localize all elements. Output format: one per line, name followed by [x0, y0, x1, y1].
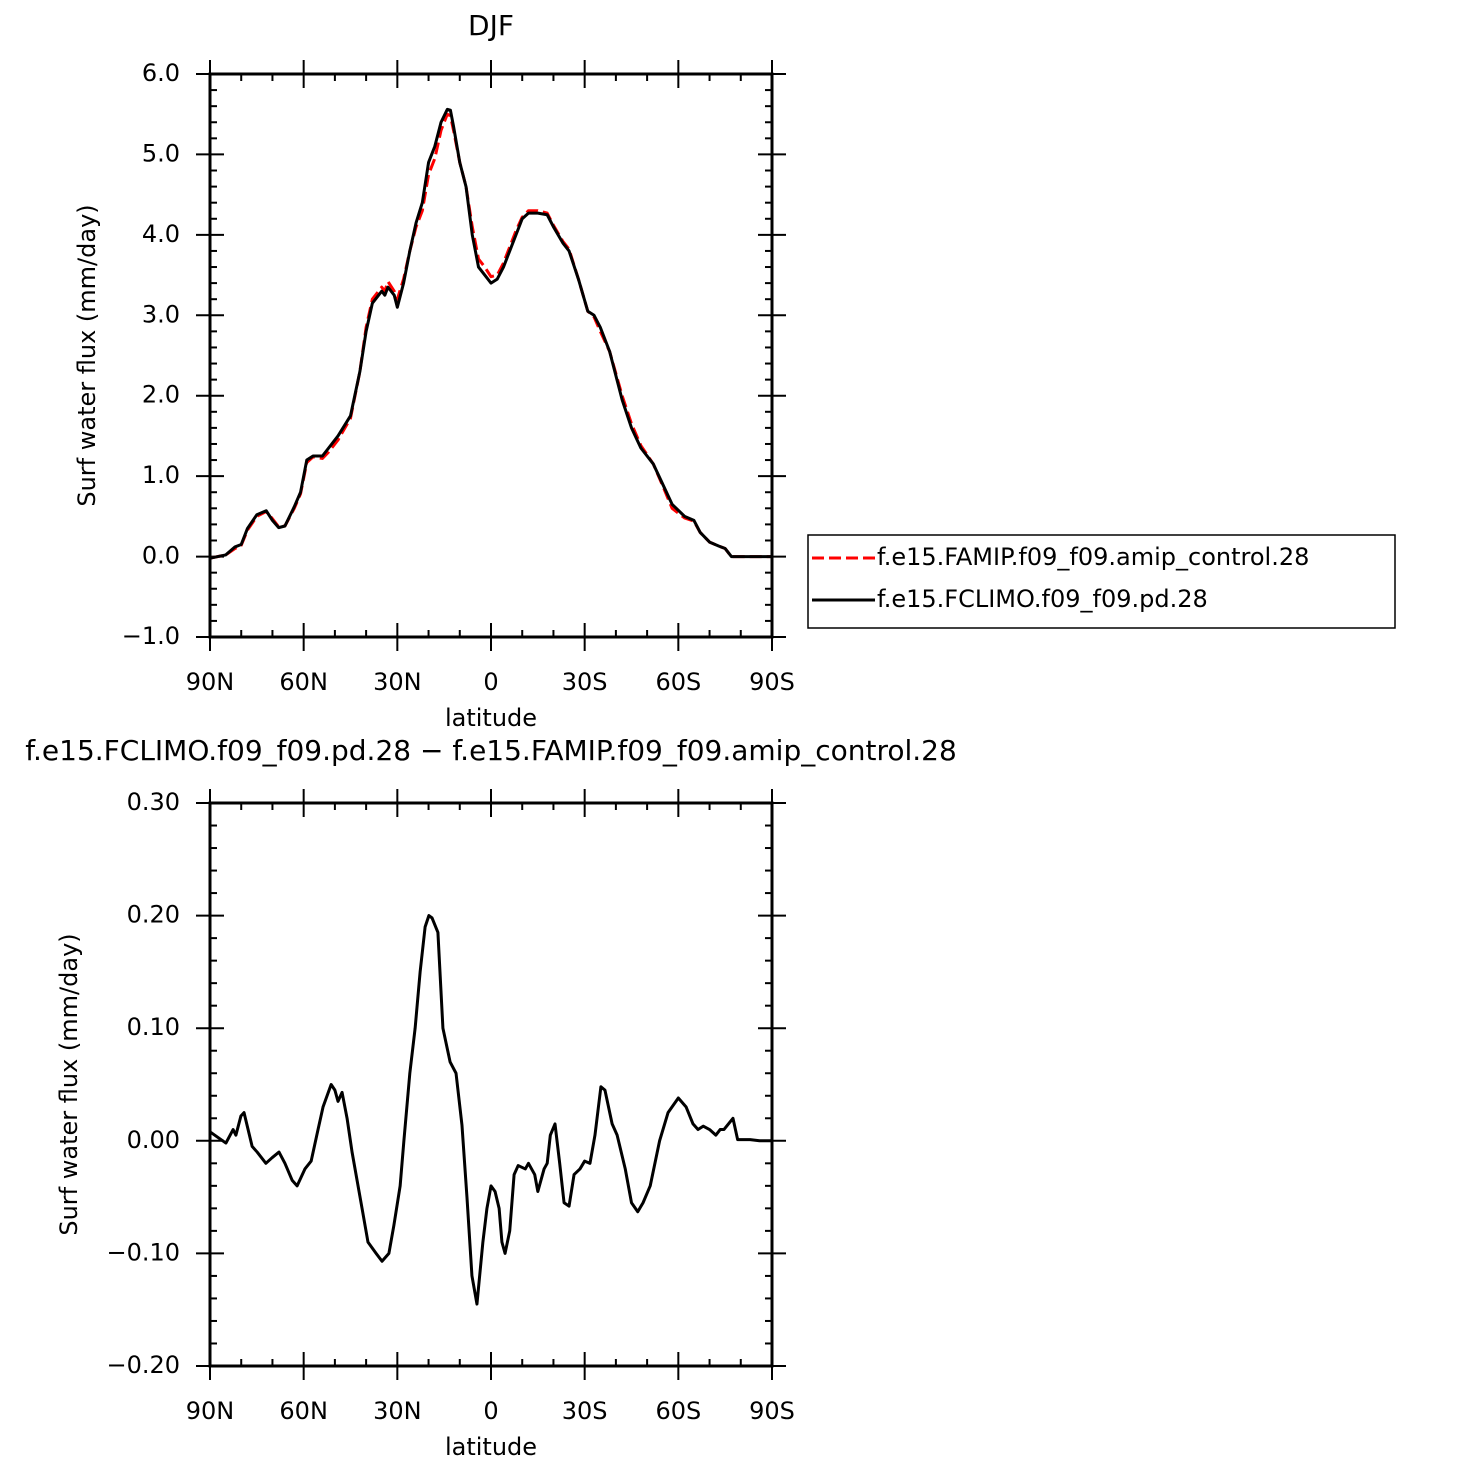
x-tick-label: 90N [186, 1397, 235, 1425]
x-tick-label: 30S [562, 1397, 608, 1425]
data-line [209, 914, 772, 1306]
y-axis-label: Surf water flux (mm/day) [55, 933, 83, 1235]
x-tick-label: 90N [186, 668, 235, 696]
y-tick-label: −1.0 [122, 622, 180, 650]
x-axis-label: latitude [445, 1433, 537, 1461]
x-tick-label: 30N [373, 668, 422, 696]
y-tick-label: 4.0 [142, 220, 180, 248]
y-axis-label: Surf water flux (mm/day) [73, 204, 101, 506]
x-tick-label: 60S [655, 1397, 701, 1425]
y-tick-label: 2.0 [142, 381, 180, 409]
y-tick-label: 0.0 [142, 542, 180, 570]
plot-frame [208, 72, 774, 639]
y-tick-label: 0.10 [127, 1013, 180, 1041]
legend: f.e15.FAMIP.f09_f09.amip_control.28 f.e15… [807, 534, 1396, 629]
legend-box [807, 534, 1396, 629]
x-tick-label: 30N [373, 1397, 422, 1425]
legend-label: f.e15.FCLIMO.f09_f09.pd.28 [877, 585, 1208, 613]
x-tick-label: 60N [279, 668, 328, 696]
x-tick-label: 0 [483, 1397, 498, 1425]
x-tick-label: 90S [749, 1397, 795, 1425]
data-line [209, 107, 772, 560]
chart-title: f.e15.FCLIMO.f09_f09.pd.28 − f.e15.FAMIP… [25, 734, 957, 767]
x-tick-label: 90S [749, 668, 795, 696]
x-axis-label: latitude [445, 704, 537, 732]
y-tick-label: 0.30 [127, 788, 180, 816]
plot-frame [208, 801, 774, 1368]
x-tick-label: 30S [562, 668, 608, 696]
x-tick-label: 0 [483, 668, 498, 696]
x-tick-label: 60S [655, 668, 701, 696]
y-tick-label: −0.10 [106, 1238, 180, 1266]
y-tick-label: 5.0 [142, 139, 180, 167]
y-tick-label: 6.0 [142, 59, 180, 87]
x-tick-label: 60N [279, 1397, 328, 1425]
y-tick-label: 0.20 [127, 901, 180, 929]
legend-label: f.e15.FAMIP.f09_f09.amip_control.28 [877, 543, 1309, 571]
y-tick-label: 1.0 [142, 461, 180, 489]
y-tick-label: 0.00 [127, 1126, 180, 1154]
y-tick-label: 3.0 [142, 300, 180, 328]
y-tick-label: −0.20 [106, 1351, 180, 1379]
chart-title: DJF [468, 9, 514, 42]
data-line [209, 112, 772, 560]
